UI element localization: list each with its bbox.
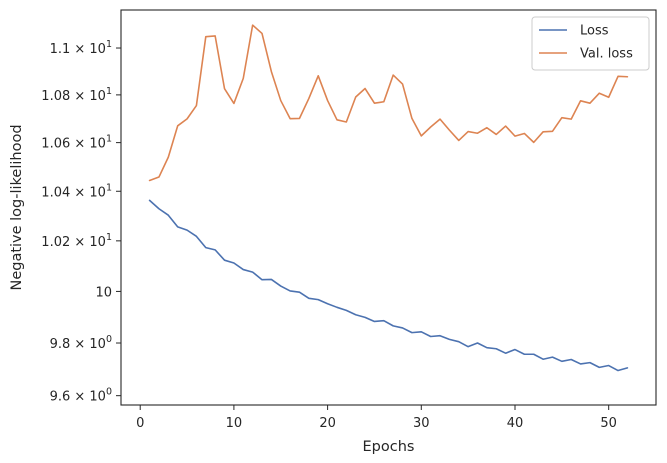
y-tick-label: 1.06 × 101 [41, 134, 112, 152]
y-tick-label: 1.08 × 101 [41, 86, 112, 104]
legend-label-loss: Loss [580, 24, 609, 39]
series-layer [148, 24, 629, 372]
series-line-loss [148, 199, 629, 372]
y-tick-label-exponent: 1 [106, 134, 112, 145]
y-tick-label-mantissa: 1.1 × 10 [50, 42, 106, 57]
x-tick-label: 20 [319, 416, 336, 431]
x-tick-label: 0 [136, 416, 144, 431]
legend: Loss Val. loss [531, 16, 650, 71]
legend-label-val-loss: Val. loss [580, 47, 633, 62]
y-tick-label: 1.02 × 101 [41, 232, 112, 250]
y-tick-label-exponent: 1 [106, 39, 112, 50]
y-tick-label-mantissa: 9.8 × 10 [50, 337, 106, 352]
y-tick-label-exponent: 0 [106, 387, 112, 398]
x-tick-label: 40 [507, 416, 524, 431]
y-tick-label: 9.8 × 100 [50, 334, 112, 352]
x-axis-label: Epochs [363, 439, 415, 455]
y-tick-label: 1.1 × 101 [50, 39, 112, 57]
y-tick-label-exponent: 1 [106, 86, 112, 97]
y-axis-label: Negative log-likelihood [9, 124, 25, 290]
series-line-val-loss [148, 24, 629, 182]
plot-area [121, 10, 656, 405]
y-tick-label-mantissa: 1.02 × 10 [41, 235, 106, 250]
x-tick-label: 30 [413, 416, 430, 431]
y-tick-label-mantissa: 9.6 × 10 [50, 390, 106, 405]
y-tick-label-mantissa: 1.06 × 10 [41, 137, 106, 152]
x-tick-label: 10 [226, 416, 243, 431]
y-tick-label-exponent: 1 [106, 232, 112, 243]
x-axis-ticks: 0 10 20 30 40 50 [136, 405, 617, 431]
y-tick-label-exponent: 0 [106, 334, 112, 345]
y-tick-label-exponent: 1 [106, 182, 112, 193]
y-tick-label-mantissa: 1.08 × 10 [41, 89, 106, 104]
plot-frame [120, 9, 657, 406]
y-tick-label: 1.04 × 101 [41, 182, 112, 200]
y-tick-label-mantissa: 10 [95, 285, 112, 300]
y-tick-label: 10 [95, 285, 112, 300]
x-tick-label: 50 [600, 416, 617, 431]
y-tick-label-mantissa: 1.04 × 10 [41, 185, 106, 200]
y-tick-label: 9.6 × 100 [50, 387, 112, 405]
